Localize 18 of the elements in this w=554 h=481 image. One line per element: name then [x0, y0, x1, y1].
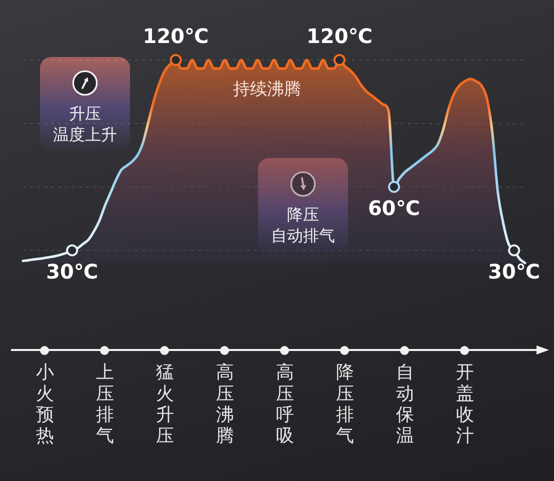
data-label: 120℃	[142, 24, 209, 48]
data-label: 60℃	[368, 196, 420, 220]
x-tick-label: 猛火升压	[156, 362, 174, 446]
annotation: 持续沸腾	[233, 79, 301, 100]
data-label: 120℃	[306, 24, 372, 48]
data-label: 30℃	[488, 260, 540, 284]
x-tick-label: 高压呼吸	[276, 362, 294, 446]
x-tick-label: 小火预热	[36, 362, 54, 446]
annotation: 温度上升	[53, 125, 117, 144]
x-tick-label: 降压排气	[336, 362, 354, 446]
annotation: 升压	[69, 104, 101, 124]
x-tick-label: 高压沸腾	[216, 362, 234, 446]
data-label: 30℃	[46, 260, 98, 284]
x-tick-label: 上压排气	[96, 362, 114, 446]
x-tick-label: 开盖收汁	[456, 362, 474, 446]
annotation: 自动排气	[271, 226, 335, 246]
x-tick-label: 自动保温	[396, 362, 414, 446]
annotation: 降压	[287, 205, 319, 224]
